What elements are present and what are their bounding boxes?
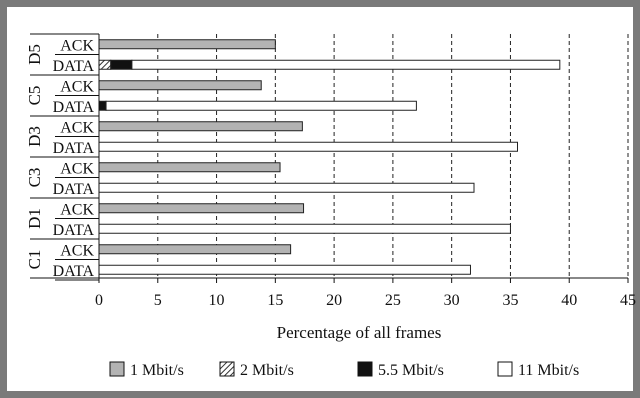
row-label: ACK	[60, 242, 94, 259]
bar-d3-ack-1	[98, 121, 303, 132]
row-label: ACK	[60, 201, 94, 218]
row-label: DATA	[53, 181, 95, 198]
legend-swatch-3	[357, 361, 373, 377]
row-label: DATA	[53, 263, 95, 280]
row-label: DATA	[53, 58, 95, 75]
bar-c1-data-4	[98, 264, 471, 275]
row-label: ACK	[60, 119, 94, 136]
group-label: C1	[25, 250, 44, 270]
group-label: C5	[25, 86, 44, 106]
bar-d5-data-4	[131, 59, 561, 70]
x-tick-label: 35	[502, 292, 518, 309]
legend-label: 5.5 Mbit/s	[378, 362, 444, 379]
bars	[98, 39, 561, 275]
bar-d5-ack-1	[98, 39, 276, 50]
group-label: D5	[25, 44, 44, 65]
bar-d5-data-2	[98, 59, 112, 70]
row-label: DATA	[53, 140, 95, 157]
grid-lines	[157, 34, 629, 278]
x-tick-label: 30	[444, 292, 460, 309]
x-tick-label: 5	[154, 292, 162, 309]
row-label: DATA	[53, 222, 95, 239]
row-label: DATA	[53, 99, 95, 116]
bar-c3-data-4	[98, 182, 475, 193]
legend-swatch-4	[497, 361, 513, 377]
legend-swatch-1	[109, 361, 125, 377]
legend-label: 11 Mbit/s	[518, 362, 579, 379]
legend: 1 Mbit/s 2 Mbit/s 5.5 Mbit/s 11 Mbit/s	[109, 361, 579, 379]
x-tick-label: 10	[209, 292, 225, 309]
x-axis-title: Percentage of all frames	[277, 323, 442, 342]
bar-d1-ack-1	[98, 203, 305, 214]
bar-d1-data-4	[98, 223, 511, 234]
legend-label: 1 Mbit/s	[130, 362, 184, 379]
row-label: ACK	[60, 160, 94, 177]
bar-c3-ack-1	[98, 162, 281, 173]
bar-c5-data-3	[98, 100, 107, 111]
axes: ACK DATA ACK DATA ACK DATA ACK DATA ACK DATA ACK DA…	[25, 33, 636, 309]
x-tick-label: 15	[267, 292, 283, 309]
bar-d3-data-4	[98, 141, 518, 152]
x-tick-label: 20	[326, 292, 342, 309]
x-tick-label: 40	[561, 292, 577, 309]
bar-c5-data-4	[105, 100, 417, 111]
group-label: D1	[25, 208, 44, 229]
bar-d5-data-3	[110, 59, 133, 70]
group-label: C3	[25, 168, 44, 188]
x-tick-label: 45	[620, 292, 636, 309]
x-tick-label: 0	[95, 292, 103, 309]
row-label: ACK	[60, 37, 94, 54]
bar-c5-ack-1	[98, 80, 262, 91]
row-label: ACK	[60, 78, 94, 95]
bar-c1-ack-1	[98, 244, 292, 255]
legend-label: 2 Mbit/s	[240, 362, 294, 379]
legend-swatch-2	[219, 361, 235, 377]
group-label: D3	[25, 126, 44, 147]
x-tick-label: 25	[385, 292, 401, 309]
